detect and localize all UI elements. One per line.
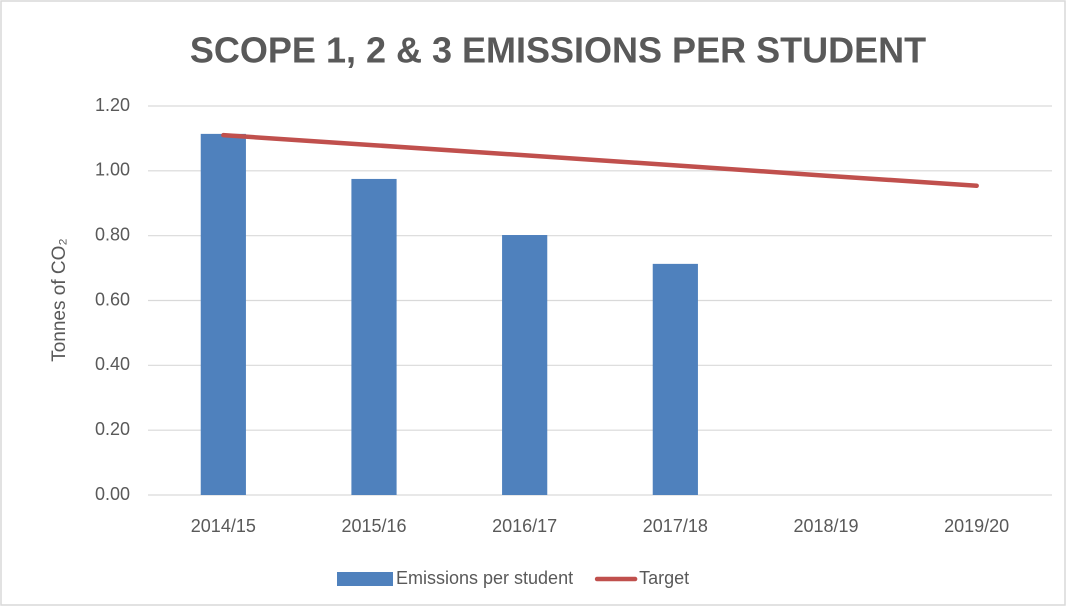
bar — [351, 178, 397, 495]
legend-swatch — [337, 572, 393, 586]
x-tick-label: 2019/20 — [944, 516, 1009, 536]
x-tick-label: 2017/18 — [643, 516, 708, 536]
x-tick-label: 2014/15 — [191, 516, 256, 536]
y-axis-label: Tonnes of CO₂ — [49, 238, 70, 362]
y-tick-label: 1.00 — [95, 160, 130, 180]
x-tick-label: 2015/16 — [341, 516, 406, 536]
legend-label: Target — [639, 568, 689, 588]
y-tick-label: 0.00 — [95, 484, 130, 504]
legend-label: Emissions per student — [396, 568, 573, 588]
y-tick-label: 0.40 — [95, 354, 130, 374]
x-tick-label: 2018/19 — [793, 516, 858, 536]
bar — [652, 263, 698, 495]
line — [221, 132, 979, 188]
x-tick-label: 2016/17 — [492, 516, 557, 536]
y-tick-label: 1.20 — [95, 95, 130, 115]
y-tick-label: 0.20 — [95, 419, 130, 439]
y-tick-label: 0.60 — [95, 289, 130, 309]
bar — [502, 235, 548, 496]
chart-title: SCOPE 1, 2 & 3 EMISSIONS PER STUDENT — [190, 30, 926, 71]
bar — [200, 133, 246, 495]
y-tick-label: 0.80 — [95, 224, 130, 244]
